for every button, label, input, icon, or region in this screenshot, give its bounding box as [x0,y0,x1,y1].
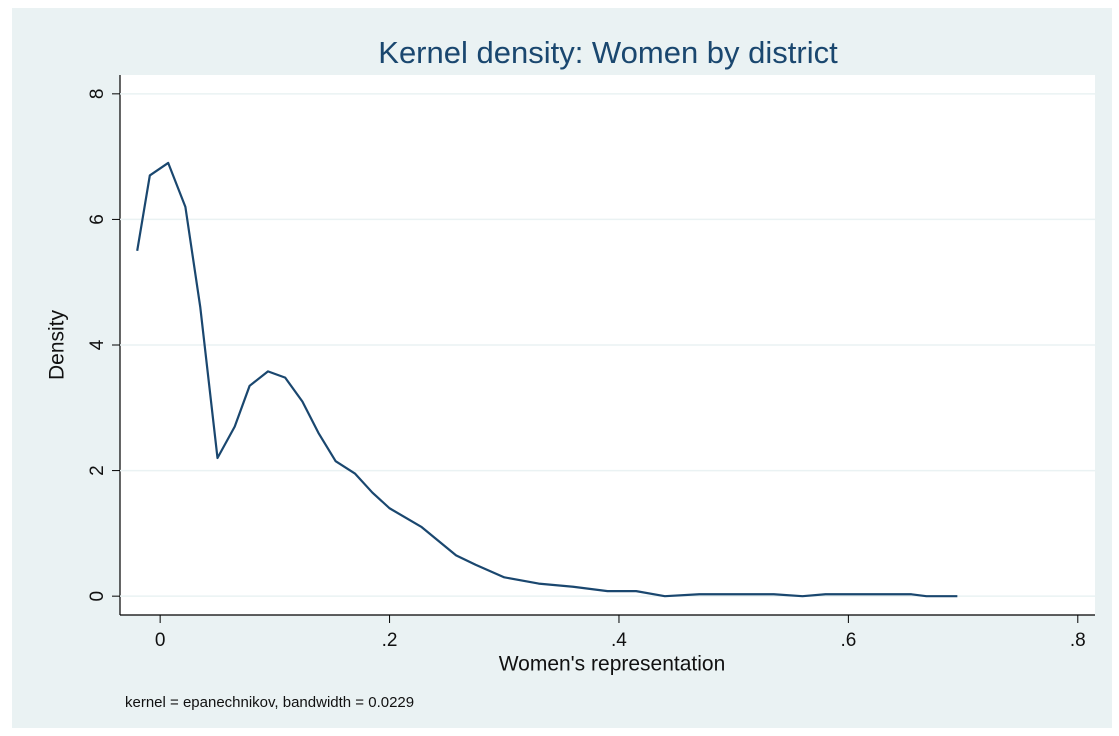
y-tick-label: 8 [87,89,108,100]
y-tick-label: 0 [87,591,108,602]
x-tick-label: .8 [1070,630,1086,651]
chart-title: Kernel density: Women by district [378,35,838,70]
density-line [136,161,958,598]
note: kernel = epanechnikov, bandwidth = 0.022… [125,694,414,711]
y-axis-label: Density [46,309,69,380]
y-tick-label: 6 [87,214,108,225]
x-tick-label: .2 [382,630,398,651]
x-tick-label: .6 [840,630,856,651]
x-tick-label: .4 [611,630,627,651]
x-tick-label: 0 [155,630,166,651]
y-tick-label: 2 [87,465,108,476]
x-axis-label: Women's representation [499,653,726,676]
y-tick-label: 4 [87,339,108,350]
